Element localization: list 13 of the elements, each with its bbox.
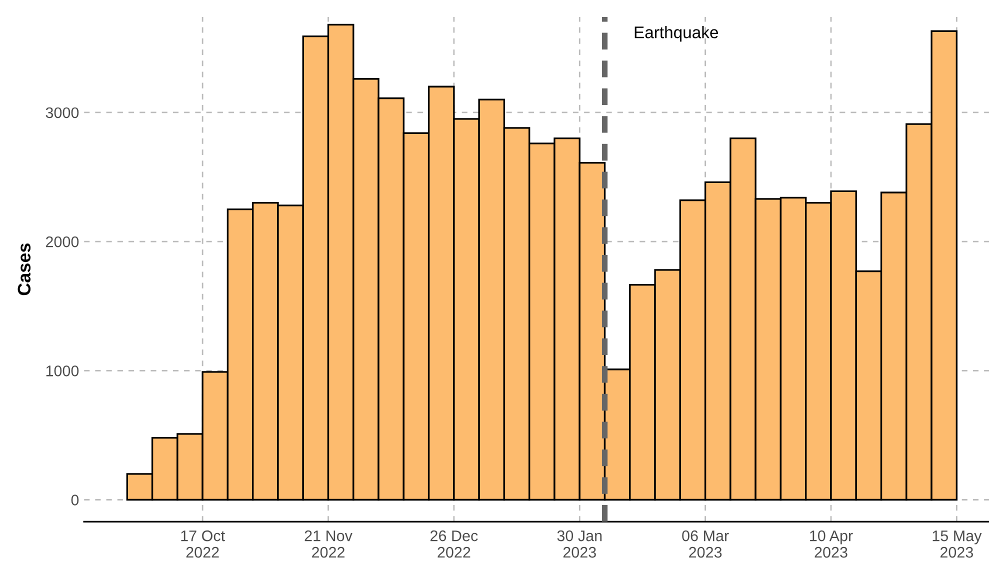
x-tick-label: 30 Jan 2023 xyxy=(557,530,602,558)
y-tick-label: 3000 xyxy=(46,107,79,118)
y-tick-label: 0 xyxy=(71,494,79,506)
y-tick-label: 2000 xyxy=(46,236,79,248)
x-tick-label: 21 Nov 2022 xyxy=(304,530,352,558)
x-tick-label: 10 Apr 2023 xyxy=(810,530,853,558)
x-tick-label: 26 Dec 2022 xyxy=(430,530,478,558)
y-tick-label: 1000 xyxy=(46,366,79,376)
x-tick-label: 17 Oct 2022 xyxy=(181,530,225,558)
y-axis-title: Cases xyxy=(18,243,31,296)
ref-line-label: Earthquake xyxy=(634,26,718,42)
x-tick-label: 15 May 2023 xyxy=(932,530,982,558)
x-tick-label: 06 Mar 2023 xyxy=(682,530,729,558)
